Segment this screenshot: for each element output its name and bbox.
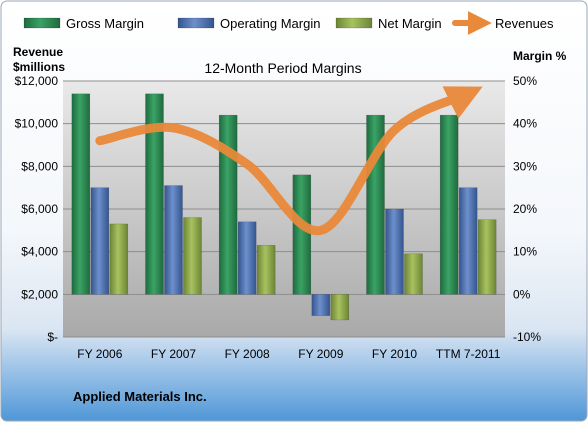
left-tick-label: $8,000 <box>21 159 58 173</box>
left-tick-label: $6,000 <box>21 202 58 216</box>
bar-gross-margin <box>145 93 164 295</box>
legend-swatch-net-margin <box>335 17 373 29</box>
legend-swatch-gross-margin <box>23 17 61 29</box>
category-tick-label: FY 2006 <box>77 347 122 361</box>
legend-swatch-operating-margin <box>177 17 215 29</box>
bar-net-margin <box>404 253 423 295</box>
category-tick-label: FY 2010 <box>372 347 417 361</box>
category-tick-label: TTM 7-2011 <box>436 347 501 361</box>
bar-gross-margin <box>292 174 312 295</box>
legend-label: Gross Margin <box>66 16 144 31</box>
company-name: Applied Materials Inc. <box>73 389 207 404</box>
bar-operating-margin <box>90 187 110 295</box>
category-tick-label: FY 2007 <box>151 347 196 361</box>
legend-label: Net Margin <box>378 16 442 31</box>
category-tick-label: FY 2008 <box>225 347 270 361</box>
left-tick-label: $- <box>47 330 58 344</box>
bar-operating-margin <box>237 221 257 295</box>
right-tick-label: 30% <box>513 159 537 173</box>
bar-gross-margin <box>71 93 91 295</box>
bar-operating-margin <box>164 185 183 295</box>
plot-area: $- $2,000 $4,000 $6,000 $8,000 $10,000 $12,000… <box>15 74 542 361</box>
legend: Gross Margin Operating Margin Net Margin Re… <box>23 11 554 35</box>
right-tick-label: -10% <box>513 330 541 344</box>
bar-net-margin <box>477 219 497 295</box>
bar-gross-margin <box>439 114 459 295</box>
bar-operating-margin <box>311 294 331 316</box>
right-tick-label: 10% <box>513 245 537 259</box>
chart-title: 12-Month Period Margins <box>204 60 361 76</box>
left-axis-title-line1: Revenue <box>13 45 63 59</box>
right-tick-label: 20% <box>513 202 537 216</box>
legend-label: Revenues <box>495 16 554 31</box>
category-tick-label: FY 2009 <box>298 347 343 361</box>
revenues-line <box>95 86 483 235</box>
bar-operating-margin <box>385 208 404 295</box>
bar-operating-margin <box>458 187 478 295</box>
left-axis-title-line2: $millions <box>13 60 65 74</box>
right-axis-title: Margin % <box>513 49 567 63</box>
bar-net-margin <box>109 223 129 295</box>
left-tick-label: $12,000 <box>15 74 59 88</box>
left-tick-label: $2,000 <box>21 287 58 301</box>
bar-net-margin <box>256 245 276 295</box>
bar-gross-margin <box>218 114 238 295</box>
right-tick-label: 40% <box>513 117 537 131</box>
legend-label: Operating Margin <box>220 16 320 31</box>
right-tick-label: 50% <box>513 74 537 88</box>
left-tick-label: $4,000 <box>21 245 58 259</box>
bar-net-margin <box>330 294 350 321</box>
left-tick-label: $10,000 <box>15 117 59 131</box>
bar-net-margin <box>183 217 202 295</box>
right-tick-label: 0% <box>513 287 531 301</box>
